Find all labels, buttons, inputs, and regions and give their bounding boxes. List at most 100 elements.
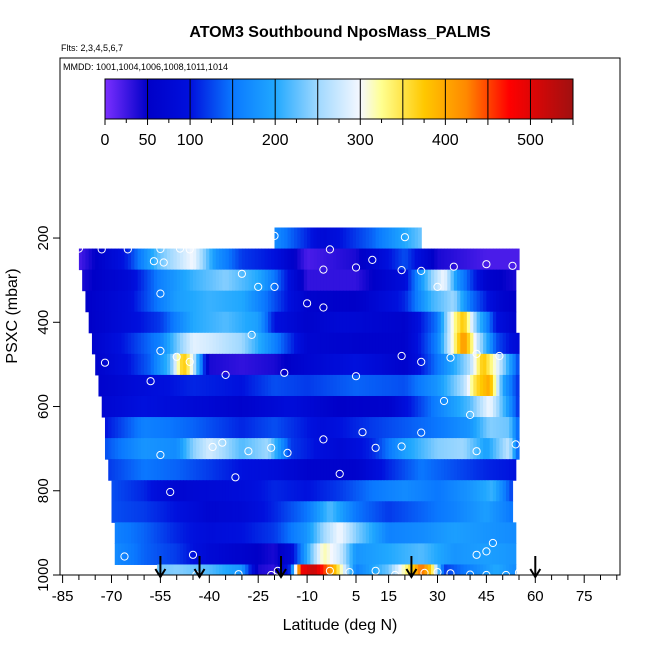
heatmap-cell bbox=[124, 501, 129, 523]
heatmap-cell bbox=[212, 269, 217, 292]
heatmap-cell bbox=[316, 269, 321, 292]
heatmap-cell bbox=[121, 332, 126, 355]
heatmap-cell bbox=[512, 290, 517, 313]
heatmap-cell bbox=[388, 438, 393, 460]
heatmap-cell bbox=[440, 248, 445, 271]
heatmap-cell bbox=[287, 438, 292, 460]
heatmap-cell bbox=[421, 459, 426, 481]
heatmap-cell bbox=[395, 395, 399, 418]
heatmap-cell bbox=[232, 395, 236, 418]
heatmap-cell bbox=[235, 543, 240, 565]
heatmap-cell bbox=[505, 459, 510, 481]
heatmap-cell bbox=[476, 374, 481, 397]
heatmap-cell bbox=[153, 438, 158, 460]
heatmap-cell bbox=[101, 395, 106, 418]
heatmap-cell bbox=[196, 290, 201, 313]
heatmap-cell bbox=[411, 417, 416, 439]
heatmap-cell bbox=[248, 459, 253, 481]
heatmap-cell bbox=[333, 459, 338, 481]
heatmap-cell bbox=[108, 438, 113, 460]
heatmap-cell bbox=[329, 543, 334, 565]
heatmap-cell bbox=[316, 374, 321, 397]
heatmap-cell bbox=[140, 353, 145, 376]
heatmap-cell bbox=[450, 269, 455, 292]
heatmap-cell bbox=[466, 332, 471, 355]
heatmap-cell bbox=[395, 353, 399, 376]
heatmap-cell bbox=[323, 311, 328, 334]
heatmap-cell bbox=[365, 290, 370, 313]
heatmap-cell bbox=[114, 332, 119, 355]
heatmap-cell bbox=[261, 480, 266, 502]
heatmap-cell bbox=[437, 543, 442, 565]
heatmap-cell bbox=[421, 269, 426, 292]
flight-marker bbox=[123, 245, 132, 254]
heatmap-cell bbox=[424, 269, 429, 292]
heatmap-cell bbox=[287, 501, 292, 523]
heatmap-cell bbox=[303, 501, 308, 523]
heatmap-cell bbox=[186, 374, 191, 397]
heatmap-cell bbox=[453, 459, 458, 481]
heatmap-cell bbox=[339, 480, 344, 502]
heatmap-cell bbox=[316, 290, 321, 313]
heatmap-cell bbox=[137, 501, 142, 523]
heatmap-cell bbox=[434, 311, 439, 334]
heatmap-cell bbox=[411, 248, 416, 271]
heatmap-cell bbox=[352, 269, 357, 292]
heatmap-cell bbox=[108, 417, 113, 439]
heatmap-cell bbox=[414, 290, 419, 313]
heatmap-cell bbox=[108, 332, 113, 355]
heatmap-cell bbox=[261, 522, 266, 544]
heatmap-cell bbox=[336, 522, 341, 544]
heatmap-cell bbox=[118, 332, 122, 355]
heatmap-cell bbox=[258, 395, 263, 418]
heatmap-cell bbox=[271, 248, 276, 271]
heatmap-cell bbox=[424, 395, 429, 418]
heatmap-cell bbox=[206, 459, 210, 481]
heatmap-cell bbox=[254, 395, 259, 418]
heatmap-cell bbox=[215, 417, 220, 439]
heatmap-cell bbox=[372, 227, 377, 250]
heatmap-cell bbox=[277, 290, 282, 313]
heatmap-cell bbox=[362, 332, 367, 355]
heatmap-cell bbox=[492, 290, 497, 313]
heatmap-cell bbox=[127, 374, 132, 397]
heatmap-cell bbox=[444, 501, 448, 523]
heatmap-cell bbox=[411, 395, 416, 418]
heatmap-cell bbox=[277, 501, 282, 523]
heatmap-cell bbox=[228, 459, 233, 481]
heatmap-cell bbox=[307, 269, 311, 292]
heatmap-cell bbox=[212, 248, 217, 271]
heatmap-cell bbox=[261, 374, 266, 397]
heatmap-cell bbox=[339, 374, 344, 397]
heatmap-cell bbox=[466, 374, 471, 397]
flight-marker bbox=[149, 257, 158, 266]
heatmap-cell bbox=[395, 417, 399, 439]
heatmap-cell bbox=[248, 522, 253, 544]
heatmap-cell bbox=[470, 269, 474, 292]
heatmap-cell bbox=[427, 459, 432, 481]
heatmap-cell bbox=[274, 543, 279, 565]
heatmap-cell bbox=[457, 480, 461, 502]
heatmap-cell bbox=[294, 248, 298, 271]
heatmap-cell bbox=[199, 480, 204, 502]
heatmap-cell bbox=[150, 248, 155, 271]
heatmap-cell bbox=[173, 522, 178, 544]
heatmap-cell bbox=[362, 248, 367, 271]
heatmap-cell bbox=[463, 480, 468, 502]
heatmap-cell bbox=[251, 480, 256, 502]
heatmap-cell bbox=[444, 311, 448, 334]
heatmap-cell bbox=[450, 480, 455, 502]
heatmap-cell bbox=[137, 332, 142, 355]
heatmap-cell bbox=[101, 269, 106, 292]
heatmap-cell bbox=[258, 522, 263, 544]
heatmap-cell bbox=[277, 248, 282, 271]
heatmap-cell bbox=[385, 395, 390, 418]
heatmap-cell bbox=[238, 395, 243, 418]
heatmap-cell bbox=[303, 459, 308, 481]
heatmap-cell bbox=[492, 374, 497, 397]
heatmap-cell bbox=[401, 480, 406, 502]
heatmap-cell bbox=[277, 480, 282, 502]
heatmap-cell bbox=[297, 332, 302, 355]
heatmap-cell bbox=[163, 374, 168, 397]
heatmap-cell bbox=[352, 311, 357, 334]
